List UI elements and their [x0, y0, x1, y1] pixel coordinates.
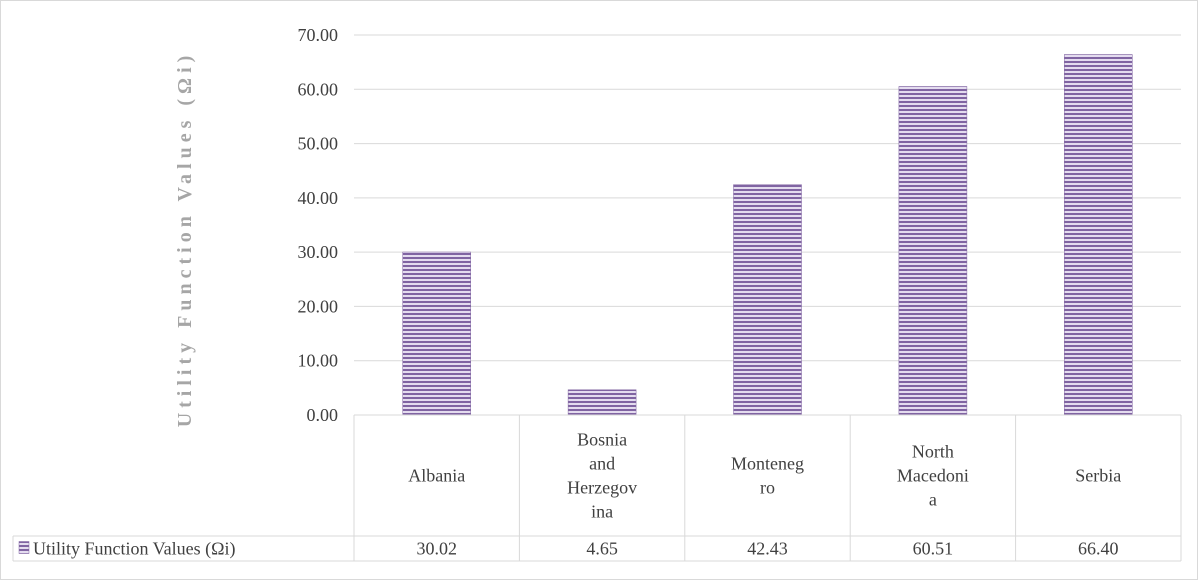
y-tick-label: 60.00 — [298, 79, 339, 99]
y-axis-ticks: 0.00 10.00 20.00 30.00 40.00 50.00 60.00 70.00 — [298, 25, 339, 425]
y-tick-label: 50.00 — [298, 134, 339, 154]
bar-north-macedonia — [898, 86, 968, 416]
data-table: Albania Bosnia and Herzegov ina Monteneg ro Nor… — [12, 414, 1182, 562]
category-label: Albania — [408, 466, 465, 486]
data-label: 60.51 — [913, 539, 954, 559]
data-label: 42.43 — [747, 539, 788, 559]
y-tick-label: 70.00 — [298, 25, 339, 45]
y-tick-label: 30.00 — [298, 242, 339, 262]
legend-key — [18, 541, 30, 554]
bar-montenegro — [733, 184, 802, 416]
bar-albania — [402, 251, 471, 416]
data-label: 66.40 — [1078, 539, 1119, 559]
category-label: North Macedoni a — [897, 442, 969, 510]
bar-bosnia-and-herzegovina — [567, 389, 637, 416]
category-label: Bosnia and Herzegov ina — [567, 430, 637, 522]
bars — [402, 54, 1133, 416]
y-tick-label: 40.00 — [298, 188, 339, 208]
y-axis-title: Utility Function Values (Ωi) — [174, 51, 196, 428]
category-label: Serbia — [1075, 466, 1121, 486]
y-tick-label: 20.00 — [298, 296, 339, 316]
y-tick-label: 10.00 — [298, 351, 339, 371]
legend-series-name: Utility Function Values (Ωi) — [33, 539, 236, 560]
category-label: Monteneg ro — [731, 454, 804, 498]
bar-serbia — [1064, 54, 1133, 416]
data-label: 4.65 — [586, 539, 618, 559]
data-label: 30.02 — [416, 539, 457, 559]
y-tick-label: 0.00 — [307, 405, 339, 425]
